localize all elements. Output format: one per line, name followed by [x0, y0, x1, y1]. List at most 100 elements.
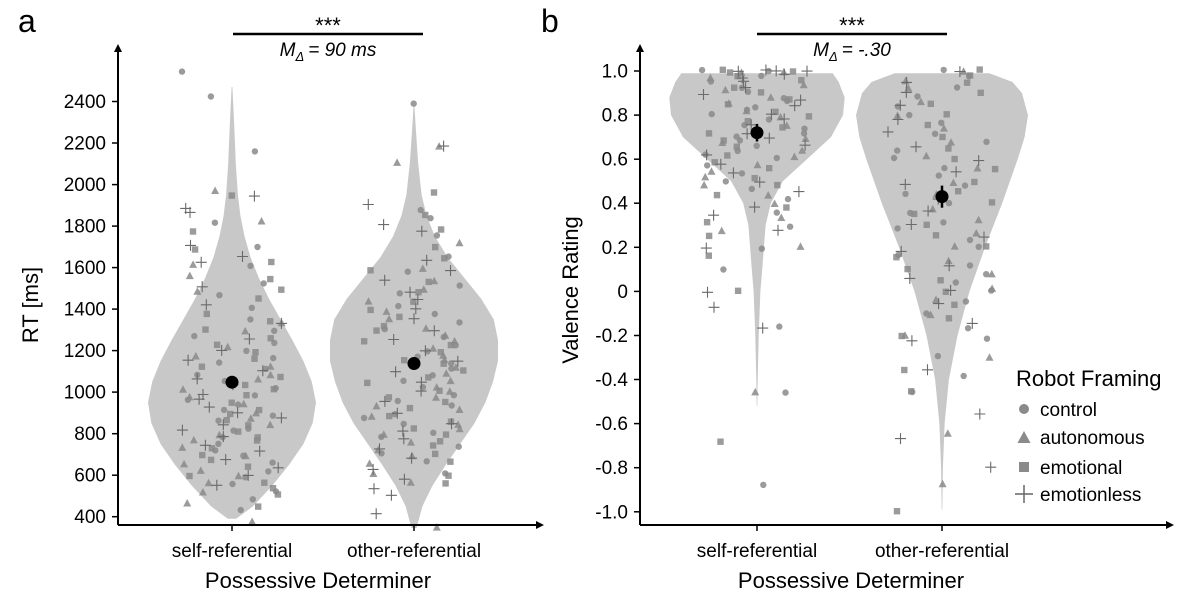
panel-a-xlabel: Possessive Determiner — [205, 568, 431, 593]
panel-b-y-axis-arrow — [636, 44, 644, 52]
panel-a-point-control — [220, 406, 228, 414]
panel-a-point-autonomous — [406, 478, 415, 486]
panel-b-point-emotional — [751, 175, 758, 182]
panel-a-point-emotionless — [217, 419, 229, 431]
panel-b-point-autonomous — [939, 124, 948, 132]
panel-a-ytick-label: 1200 — [64, 341, 106, 362]
panel-b-point-control — [698, 66, 706, 74]
panel-b-point-autonomous — [751, 387, 760, 396]
panel-b-point-emotionless — [895, 245, 907, 257]
panel-b-point-autonomous — [922, 151, 931, 160]
panel-b-point-emotional — [717, 438, 724, 445]
panel-a-point-autonomous — [372, 401, 381, 410]
panel-b-point-autonomous — [707, 167, 716, 175]
legend: Robot Framing control autonomous emotion… — [1015, 366, 1162, 506]
panel-b-point-autonomous — [987, 269, 996, 278]
panel-a-point-control — [448, 402, 455, 409]
panel-b-point-emotionless — [950, 166, 962, 178]
panel-b-point-emotional — [945, 315, 953, 322]
panel-a-point-control — [249, 496, 256, 503]
panel-a-point-control — [395, 302, 402, 310]
panel-b-point-control — [894, 225, 901, 232]
panel-b-point-control — [782, 389, 789, 396]
panel-a-ylabel: RT [ms] — [18, 267, 43, 343]
panel-a-point-emotionless — [232, 407, 244, 419]
panel-b-point-autonomous — [985, 353, 994, 361]
panel-a-point-autonomous — [196, 466, 205, 474]
panel-b-point-emotionless — [700, 242, 712, 254]
panel-a-point-emotional — [208, 445, 216, 452]
panel-a-point-emotional — [432, 450, 439, 458]
panel-b-point-control — [941, 164, 948, 172]
panel-a-point-emotional — [437, 226, 445, 233]
legend-emotional-marker — [1019, 462, 1029, 472]
panel-b-point-control — [704, 162, 711, 169]
panel-a-sig-stars: *** — [315, 13, 341, 38]
panel-b-point-emotional — [991, 165, 999, 173]
panel-a-point-emotional — [261, 479, 268, 486]
panel-a-point-control — [410, 100, 417, 107]
panel-b-ytick-label: -0.6 — [595, 414, 628, 435]
panel-a-point-emotionless — [404, 286, 416, 298]
panel-b-point-control — [902, 190, 909, 198]
panel-b-point-emotional — [724, 152, 731, 159]
panel-a-point-autonomous — [185, 271, 194, 280]
panel-a-point-emotionless — [410, 303, 422, 315]
panel-b-ytick-label: -0.4 — [595, 370, 628, 391]
panel-a-point-emotional — [268, 258, 275, 266]
panel-b-point-autonomous — [721, 85, 730, 94]
panel-a-point-autonomous — [419, 285, 428, 293]
panel-a-point-control — [396, 290, 403, 297]
panel-a-point-emotional — [213, 341, 221, 348]
panel-a-point-emotional — [202, 326, 209, 333]
panel-a-point-autonomous — [204, 478, 213, 487]
panel-b-point-control — [773, 209, 780, 216]
panel-b-point-emotional — [757, 89, 765, 96]
panel-a-point-control — [211, 219, 219, 226]
panel-a-point-emotional — [228, 192, 235, 199]
panel-a-point-control — [234, 401, 242, 408]
panel-a-ytick-label: 1400 — [64, 300, 106, 321]
panel-a-point-autonomous — [183, 499, 192, 507]
panel-b-point-emotionless — [974, 408, 986, 420]
panel-a-point-emotionless — [379, 274, 391, 286]
panel-a-mean-diff: MΔ = 90 ms — [280, 40, 377, 64]
panel-b-point-autonomous — [926, 310, 935, 319]
panel-a-ytick-label: 2000 — [64, 175, 106, 196]
panel-a-point-control — [215, 440, 222, 447]
panel-b-point-emotional — [893, 254, 900, 261]
panel-a-point-autonomous — [239, 399, 248, 408]
panel-a-point-emotionless — [421, 254, 433, 266]
panel-b-point-control — [758, 72, 765, 80]
panel-b-point-emotional — [923, 221, 930, 228]
panel-b-point-emotional — [783, 204, 790, 211]
panel-a-point-emotional — [199, 451, 206, 459]
panel-b-point-emotional — [939, 133, 946, 141]
panel-a-point-control — [251, 148, 259, 155]
legend-autonomous-marker — [1017, 431, 1031, 443]
panel-b-point-emotionless — [708, 209, 720, 221]
panel-a-point-control — [178, 68, 186, 75]
panel-a-point-emotionless — [391, 407, 403, 419]
panel-a-point-emotional — [277, 373, 284, 381]
panel-b-point-emotionless — [892, 114, 904, 125]
panel-a-ytick-label: 400 — [74, 507, 106, 528]
panel-a-point-emotionless — [388, 334, 400, 345]
panel-a-point-emotional — [227, 410, 234, 418]
panel-b-point-control — [758, 245, 765, 252]
panel-b-point-emotionless — [701, 149, 713, 161]
panel-b-point-control — [983, 138, 990, 145]
panel-a-point-autonomous — [266, 362, 275, 370]
panel-b-point-autonomous — [798, 146, 807, 154]
panel-a-point-control — [247, 316, 254, 323]
panel-b-point-autonomous — [700, 180, 709, 189]
panel-b-point-control — [894, 147, 901, 154]
panel-a-point-autonomous — [248, 517, 257, 525]
panel-b-ytick-label: -0.8 — [595, 458, 628, 479]
panel-a-point-emotionless — [438, 140, 450, 152]
panel-a-ytick-label: 1800 — [64, 217, 106, 238]
panel-b-point-emotional — [893, 508, 901, 515]
panel-a-point-control — [254, 243, 261, 251]
panel-a-ytick-label: 2400 — [64, 92, 106, 113]
panel-b-point-autonomous — [706, 73, 715, 82]
